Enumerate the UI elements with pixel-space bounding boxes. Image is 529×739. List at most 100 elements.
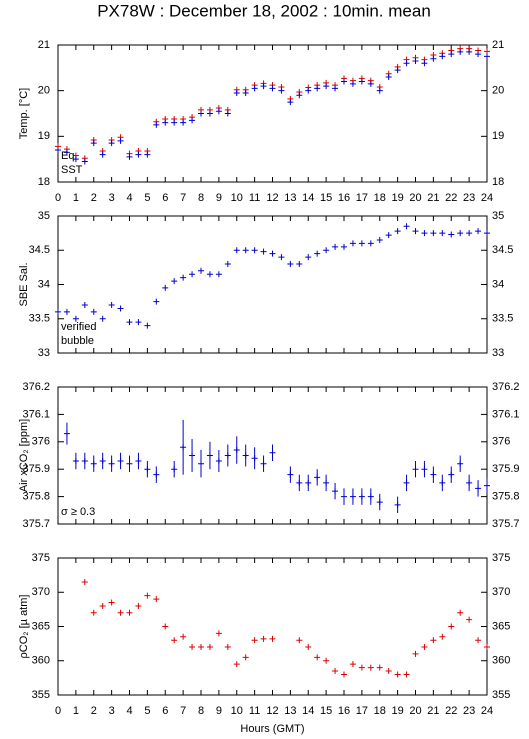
data-point xyxy=(215,271,222,278)
data-point xyxy=(126,319,133,326)
x-tick-label: 15 xyxy=(320,705,332,717)
data-point xyxy=(215,457,222,464)
data-point xyxy=(153,471,160,478)
y-tick-label: 33 xyxy=(38,347,50,359)
data-point xyxy=(108,140,115,147)
data-point xyxy=(466,230,473,237)
data-point xyxy=(475,485,482,492)
x-tick-label: 7 xyxy=(180,192,186,204)
y-tick-label: 376 xyxy=(32,436,50,448)
data-point xyxy=(135,457,142,464)
y-tick-label: 375.8 xyxy=(492,491,520,503)
data-point xyxy=(484,48,490,55)
data-point xyxy=(135,602,142,609)
data-point xyxy=(117,457,124,464)
x-tick-label: 2 xyxy=(91,705,97,717)
x-tick-label: 2 xyxy=(91,192,97,204)
x-tick-label: 18 xyxy=(374,705,386,717)
data-point xyxy=(171,278,178,285)
data-point xyxy=(99,457,106,464)
x-tick-label: 19 xyxy=(392,192,404,204)
data-point xyxy=(403,479,410,486)
data-point xyxy=(430,230,437,237)
data-point xyxy=(180,119,187,126)
y-tick-label: 370 xyxy=(32,586,50,598)
data-point xyxy=(305,254,312,261)
x-tick-label: 4 xyxy=(126,192,132,204)
data-point xyxy=(189,644,196,651)
data-point xyxy=(117,305,124,312)
data-point xyxy=(305,479,312,486)
y-tick-label: 20 xyxy=(38,85,50,97)
data-point xyxy=(90,308,97,315)
data-point xyxy=(242,247,249,254)
data-point xyxy=(198,460,204,467)
data-point xyxy=(90,460,97,467)
data-point xyxy=(403,671,410,678)
x-tick-label: 14 xyxy=(302,192,314,204)
data-point xyxy=(81,158,88,165)
legend-label: SST xyxy=(61,164,83,176)
data-point xyxy=(99,602,106,609)
data-point xyxy=(260,248,267,255)
y-tick-label: 355 xyxy=(32,689,50,701)
x-tick-label: 22 xyxy=(445,705,457,717)
data-point xyxy=(269,250,276,257)
data-point xyxy=(421,644,428,651)
data-point xyxy=(376,664,383,671)
y-tick-label: 33.5 xyxy=(29,313,50,325)
data-point xyxy=(314,85,321,92)
data-point xyxy=(108,302,115,309)
y-tick-label: 375.7 xyxy=(22,518,50,530)
y-tick-label: 21 xyxy=(38,39,50,51)
x-tick-label: 20 xyxy=(409,705,421,717)
y-tick-label: 375.9 xyxy=(492,463,520,475)
data-point xyxy=(251,637,258,644)
data-point xyxy=(296,637,303,644)
data-point xyxy=(224,260,231,267)
legend-label: σ ≥ 0.3 xyxy=(61,506,95,518)
data-point xyxy=(421,60,428,67)
x-tick-label: 10 xyxy=(231,192,243,204)
data-point xyxy=(90,609,97,616)
legend-label: Eq xyxy=(61,150,74,162)
y-tick-label: 21 xyxy=(492,39,504,51)
data-point xyxy=(457,230,464,237)
data-point xyxy=(81,457,88,464)
x-tick-label: 23 xyxy=(463,705,475,717)
plot-frame xyxy=(57,215,488,354)
y-tick-label: 365 xyxy=(492,620,510,632)
data-point xyxy=(349,80,356,87)
data-point xyxy=(341,243,347,250)
x-tick-label: 3 xyxy=(109,192,115,204)
x-tick-label: 14 xyxy=(302,705,314,717)
data-point xyxy=(296,92,303,99)
data-point xyxy=(144,322,151,329)
data-point xyxy=(367,80,374,87)
y-axis-label: SBE Sal. xyxy=(18,262,30,306)
data-point xyxy=(430,637,437,644)
data-point xyxy=(153,121,160,128)
data-point xyxy=(376,236,383,243)
data-point xyxy=(367,493,374,500)
data-point xyxy=(117,609,124,616)
y-axis-label: Air xCO₂ [ppm] xyxy=(18,419,30,492)
data-point xyxy=(206,452,213,459)
data-point xyxy=(108,599,115,606)
x-tick-label: 19 xyxy=(392,705,404,717)
plot-frame xyxy=(57,557,488,696)
data-point xyxy=(198,644,204,651)
data-point xyxy=(260,635,267,642)
x-tick-label: 5 xyxy=(144,705,150,717)
data-point xyxy=(484,230,490,237)
y-tick-label: 20 xyxy=(492,85,504,97)
data-point xyxy=(126,609,133,616)
data-point xyxy=(403,60,410,67)
data-point xyxy=(448,51,455,58)
x-tick-label: 3 xyxy=(109,705,115,717)
data-point xyxy=(385,668,392,675)
data-point xyxy=(189,452,196,459)
x-tick-label: 24 xyxy=(481,705,493,717)
x-tick-label: 6 xyxy=(162,192,168,204)
data-point xyxy=(305,644,312,651)
